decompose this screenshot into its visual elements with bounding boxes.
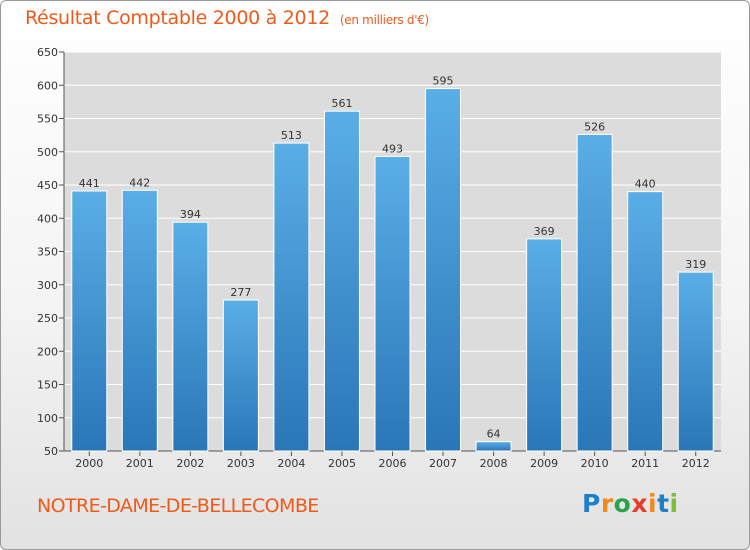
axes: 50 100 150 200 250 300 350 400 450 500 550 600 650 20…: [37, 46, 721, 470]
bar-2000: [71, 190, 108, 452]
bar-2005: [323, 110, 360, 452]
x-tick-label: 2006: [379, 457, 407, 470]
y-tick-label: 650: [37, 46, 58, 59]
x-tick-label: 2008: [480, 457, 508, 470]
bar-2007: [425, 88, 462, 452]
y-tick-label: 450: [37, 179, 58, 192]
bars: [71, 88, 714, 452]
chart-title: Résultat Comptable 2000 à 2012 (en millie…: [25, 7, 429, 29]
logo-letter: x: [631, 489, 648, 518]
data-label-2005: 561: [331, 97, 352, 110]
data-label-2000: 441: [79, 177, 100, 190]
logo-letter: t: [657, 489, 670, 518]
logo-letter: o: [613, 489, 632, 518]
logo-letter: P: [582, 489, 601, 518]
y-tick-label: 50: [44, 445, 58, 458]
y-tick-label: 250: [37, 312, 58, 325]
x-tick-label: 2004: [277, 457, 305, 470]
data-labels: 441 442 394 277 513 561 493 595 64 369 526 440 319: [79, 75, 706, 441]
data-label-2006: 493: [382, 142, 403, 155]
bar-2001: [121, 189, 158, 452]
data-label-2008: 64: [487, 428, 501, 441]
x-tick-label: 2009: [530, 457, 558, 470]
x-tick-label: 2002: [176, 457, 204, 470]
data-label-2003: 277: [230, 286, 251, 299]
bar-2002: [172, 221, 209, 452]
proxiti-logo: Proxiti: [582, 489, 679, 518]
commune-name: NOTRE-DAME-DE-BELLECOMBE: [37, 495, 319, 517]
x-tick-label: 2010: [581, 457, 609, 470]
bar-2011: [627, 191, 664, 452]
logo-letter: i: [669, 489, 679, 518]
y-tick-label: 150: [37, 379, 58, 392]
bar-2009: [526, 238, 563, 452]
y-tick-label: 500: [37, 146, 58, 159]
logo-letter: i: [648, 489, 658, 518]
data-label-2007: 595: [433, 75, 454, 88]
y-tick-label: 400: [37, 212, 58, 225]
y-tick-label: 600: [37, 79, 58, 92]
data-label-2009: 369: [534, 225, 555, 238]
x-tick-label: 2001: [126, 457, 154, 470]
data-label-2001: 442: [129, 176, 150, 189]
data-label-2012: 319: [685, 258, 706, 271]
x-tick-label: 2005: [328, 457, 356, 470]
data-label-2010: 526: [584, 120, 605, 133]
y-tick-label: 350: [37, 246, 58, 259]
data-label-2002: 394: [180, 208, 201, 221]
chart-subtitle: (en milliers d'€): [339, 13, 429, 27]
chart-title-text: Résultat Comptable 2000 à 2012: [25, 7, 330, 29]
data-label-2004: 513: [281, 129, 302, 142]
bar-2008: [475, 441, 512, 452]
x-tick-label: 2012: [682, 457, 710, 470]
bar-2012: [677, 271, 714, 452]
x-tick-label: 2007: [429, 457, 457, 470]
data-label-2011: 440: [635, 178, 656, 191]
logo-letter: r: [600, 489, 614, 518]
bar-2004: [273, 142, 310, 452]
bar-2010: [576, 133, 613, 452]
y-tick-label: 100: [37, 412, 58, 425]
y-tick-label: 300: [37, 279, 58, 292]
y-tick-label: 550: [37, 113, 58, 126]
x-tick-label: 2003: [227, 457, 255, 470]
x-tick-label: 2000: [75, 457, 103, 470]
y-tick-label: 200: [37, 345, 58, 358]
bar-2003: [222, 299, 259, 452]
x-tick-label: 2011: [631, 457, 659, 470]
bar-2006: [374, 155, 411, 452]
